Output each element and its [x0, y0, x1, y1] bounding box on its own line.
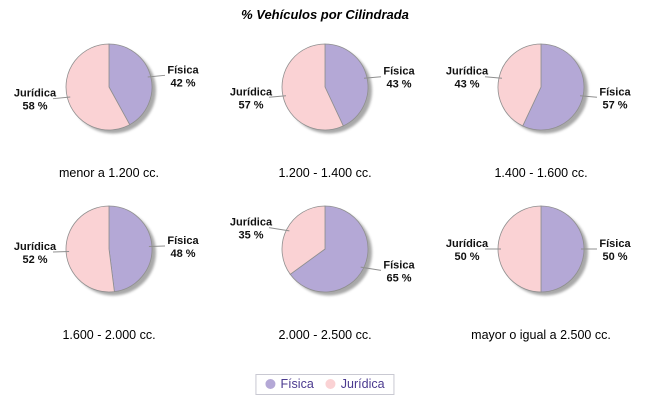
slice-label: Jurídica [446, 238, 489, 250]
legend-marker-fisica-icon [265, 379, 276, 389]
legend-item-juridica: Jurídica [325, 377, 385, 391]
category-label-3: 1.400 - 1.600 cc. [494, 166, 588, 180]
slice-label: Jurídica [14, 88, 57, 100]
category-label-5: 2.000 - 2.500 cc. [278, 328, 372, 342]
slice-percent: 50 % [602, 251, 627, 263]
slice-label: Física [383, 66, 415, 78]
slice-percent: 65 % [386, 272, 411, 284]
chart-title: % Vehículos por Cilindrada [241, 7, 409, 22]
slice-percent: 43 % [386, 79, 411, 91]
pie-slice-fisica [289, 205, 369, 293]
label-leader-line [268, 227, 290, 232]
pie-slice-juridica [281, 205, 326, 275]
label-leader-line [484, 76, 503, 79]
legend-marker-juridica-icon [325, 379, 336, 389]
pie-cell-3: Física 57 % Jurídica 43 % 1.400 - 1.600 cc. [433, 23, 649, 181]
slice-percent: 57 % [602, 99, 627, 111]
slice-percent: 42 % [170, 77, 195, 89]
category-label-6: mayor o igual a 2.500 cc. [471, 328, 611, 342]
category-label-4: 1.600 - 2.000 cc. [62, 328, 156, 342]
legend-label-fisica: Física [280, 377, 314, 391]
pie-grid-row-2: Física 48 % Jurídica 52 % 1.600 - 2.000 cc.… [0, 185, 650, 343]
pie-grid-row-1: Física 42 % Jurídica 58 % menor a 1.200 cc.… [0, 23, 650, 181]
slice-label: Jurídica [446, 66, 489, 78]
slice-percent: 48 % [170, 248, 195, 260]
legend-item-fisica: Física [265, 377, 314, 391]
slice-label: Física [599, 238, 631, 250]
label-leader-line [360, 266, 382, 271]
slice-percent: 58 % [22, 101, 47, 113]
slice-percent: 50 % [454, 251, 479, 263]
slice-percent: 57 % [238, 99, 263, 111]
label-leader-line [363, 76, 382, 79]
label-leader-line [52, 96, 71, 100]
label-leader-line [147, 74, 166, 78]
slice-label: Jurídica [230, 86, 273, 98]
slice-percent: 52 % [22, 254, 47, 266]
slice-label: Física [599, 86, 631, 98]
slice-label: Física [167, 235, 199, 247]
pie-cell-1: Física 42 % Jurídica 58 % menor a 1.200 cc. [1, 23, 217, 181]
pie-slice-juridica [65, 205, 115, 293]
pie-cell-4: Física 48 % Jurídica 52 % 1.600 - 2.000 cc. [1, 185, 217, 343]
pie-cell-2: Física 43 % Jurídica 57 % 1.200 - 1.400 cc. [217, 23, 433, 181]
slice-label: Jurídica [230, 217, 273, 229]
label-leader-line [268, 95, 287, 98]
slice-label: Física [167, 64, 199, 76]
pie-cell-6: Física 50 % Jurídica 50 % mayor o igual a 2… [433, 185, 649, 343]
label-leader-line [579, 95, 598, 98]
slice-label: Física [383, 259, 415, 271]
category-label-1: menor a 1.200 cc. [58, 166, 160, 180]
category-label-2: 1.200 - 1.400 cc. [278, 166, 372, 180]
slice-percent: 43 % [454, 79, 479, 91]
pie-slice-juridica [497, 205, 542, 293]
slice-percent: 35 % [238, 230, 263, 242]
pie-cell-5: Física 65 % Jurídica 35 % 2.000 - 2.500 cc. [217, 185, 433, 343]
slice-label: Jurídica [14, 241, 57, 253]
legend-label-juridica: Jurídica [340, 377, 385, 391]
legend: Física Jurídica [255, 374, 395, 395]
